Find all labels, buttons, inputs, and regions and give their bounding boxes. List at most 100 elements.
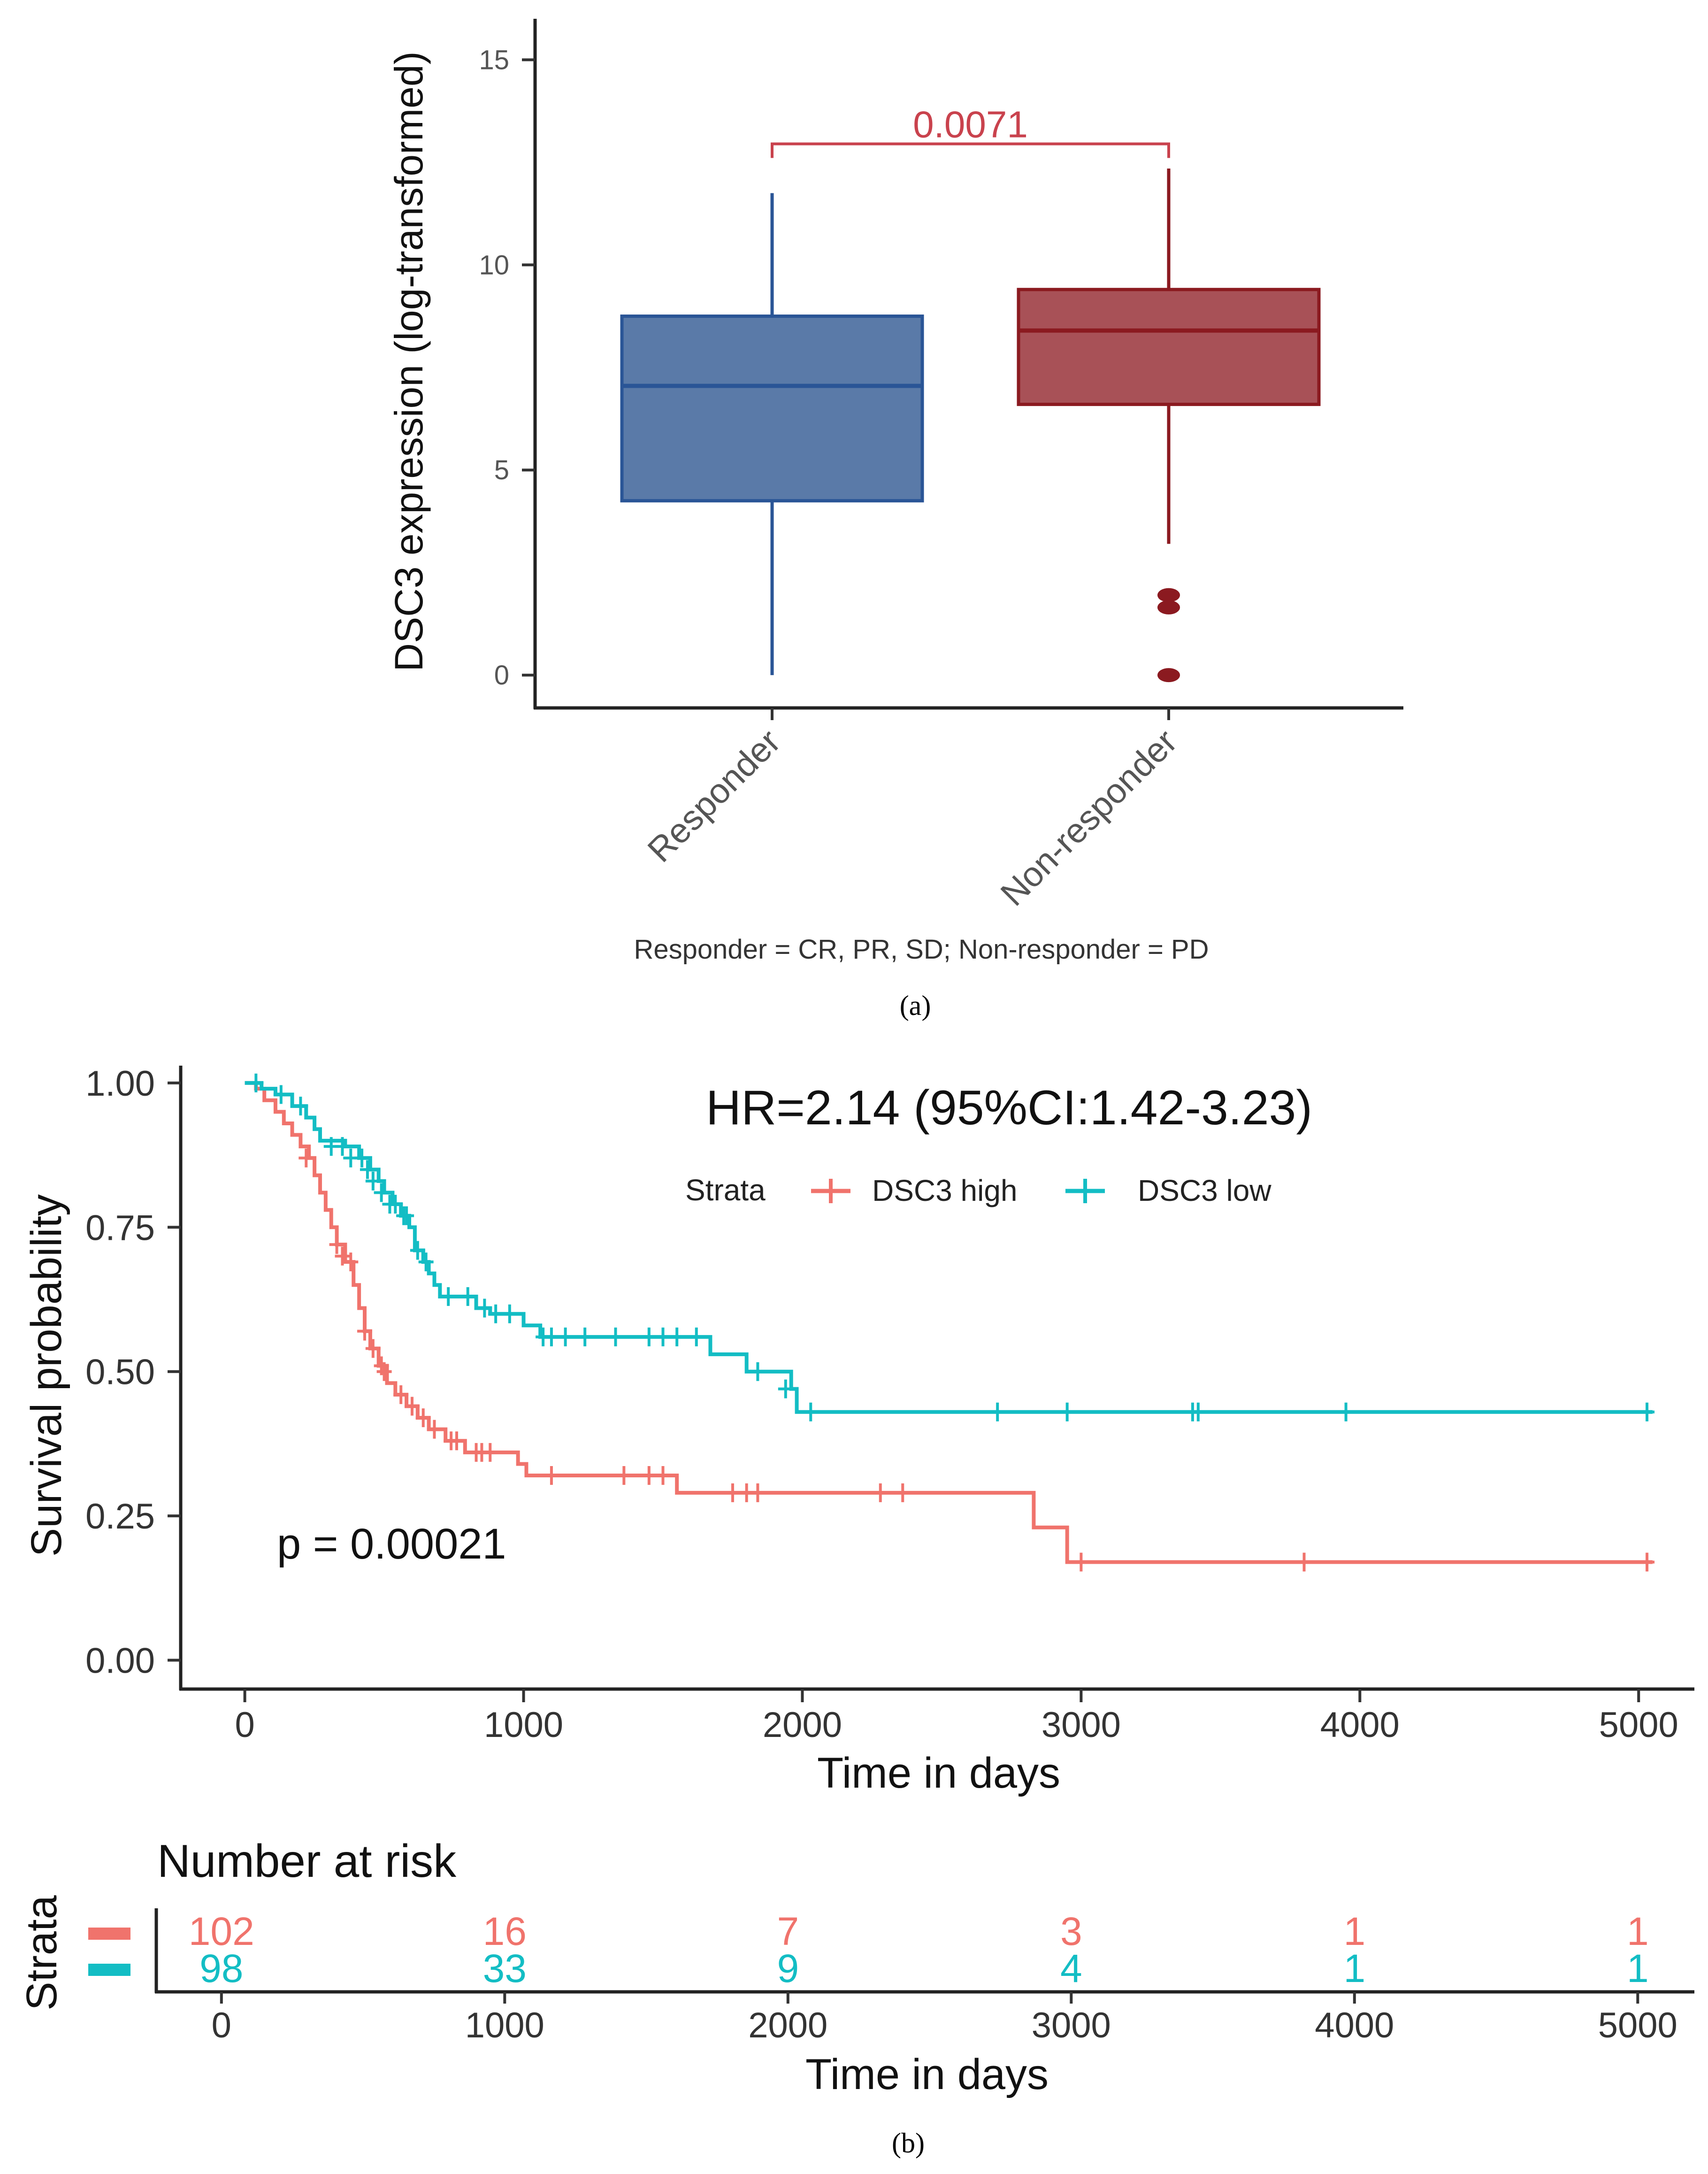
boxplot-x-axis-title: Responder = CR, PR, SD; Non-responder = …	[634, 934, 1209, 965]
km-censor-dsc3-low-22	[544, 1327, 559, 1346]
box-outlier-non-responder-1	[1157, 600, 1180, 615]
km-censor-dsc3-high-27	[1296, 1552, 1312, 1572]
km-pvalue: p = 0.00021	[277, 1520, 506, 1568]
significance-label: 0.0071	[913, 104, 1028, 146]
risk-cell-dsc3-low-0: 98	[199, 1946, 243, 1990]
km-y-tick-label-0-00: 0.00	[85, 1641, 155, 1681]
km-censor-dsc3-low-14	[410, 1241, 425, 1260]
km-censor-dsc3-high-9	[404, 1397, 420, 1416]
km-y-tick-label-1-00: 1.00	[85, 1064, 155, 1104]
km-censor-dsc3-high-23	[750, 1483, 766, 1502]
km-censor-dsc3-low-29	[689, 1327, 704, 1346]
km-censor-dsc3-high-13	[449, 1431, 464, 1451]
km-series-dsc3-low	[245, 1073, 1655, 1421]
km-censor-dsc3-low-30	[750, 1362, 766, 1381]
km-censor-dsc3-high-19	[641, 1466, 657, 1485]
km-censor-dsc3-high-28	[1639, 1552, 1655, 1572]
risk-cell-dsc3-high-3000: 3	[1060, 1909, 1082, 1953]
km-censor-dsc3-low-13	[399, 1206, 414, 1225]
km-censor-dsc3-high-25	[895, 1483, 911, 1502]
legend-title: Strata	[685, 1173, 766, 1207]
km-y-tick-label-0-25: 0.25	[85, 1497, 155, 1536]
km-series-dsc3-high	[245, 1081, 1655, 1572]
risk-x-tick-label-1000: 1000	[465, 2005, 544, 2045]
km-censor-dsc3-low-34	[1059, 1402, 1075, 1421]
km-censor-dsc3-high-1	[329, 1235, 345, 1254]
risk-table-y-axis-title: Strata	[18, 1895, 66, 2010]
km-curve-dsc3-high	[245, 1081, 1653, 1564]
km-censor-dsc3-low-9	[374, 1183, 389, 1202]
km-censor-dsc3-low-33	[990, 1402, 1005, 1421]
km-censor-dsc3-low-15	[418, 1252, 434, 1272]
box-responder	[620, 193, 924, 676]
boxplot-y-tick-label-15: 15	[479, 45, 509, 75]
box-outlier-non-responder-2	[1157, 588, 1180, 602]
km-censor-dsc3-high-2	[335, 1246, 350, 1266]
km-title: HR=2.14 (95%CI:1.42-3.23)	[706, 1081, 1312, 1135]
km-censor-dsc3-high-10	[415, 1408, 431, 1428]
km-x-tick-label-2000: 2000	[763, 1705, 842, 1745]
km-censor-dsc3-low-4	[335, 1137, 350, 1156]
km-censor-dsc3-low-0	[248, 1073, 264, 1092]
risk-cell-dsc3-high-5000: 1	[1627, 1909, 1649, 1953]
risk-key-dsc3-high	[88, 1928, 130, 1940]
km-censor-dsc3-low-19	[488, 1304, 504, 1323]
risk-x-tick-label-0: 0	[212, 2005, 231, 2045]
km-censor-dsc3-low-18	[477, 1298, 492, 1318]
km-censor-dsc3-high-0	[299, 1148, 314, 1168]
km-censor-dsc3-high-8	[393, 1385, 409, 1404]
km-censor-dsc3-low-26	[641, 1327, 657, 1346]
km-y-tick-label-0-50: 0.50	[85, 1352, 155, 1392]
risk-cell-dsc3-low-4000: 1	[1343, 1946, 1365, 1990]
legend-label-dsc3-high: DSC3 high	[872, 1174, 1018, 1207]
km-censor-dsc3-low-38	[1639, 1402, 1655, 1421]
km-censor-dsc3-low-6	[354, 1148, 370, 1168]
km-censor-dsc3-high-3	[343, 1252, 359, 1272]
km-censor-dsc3-low-32	[803, 1402, 819, 1421]
km-censor-dsc3-low-37	[1338, 1402, 1354, 1421]
risk-table-x-axis-title: Time in days	[805, 2051, 1049, 2098]
risk-key-dsc3-low	[88, 1964, 130, 1976]
km-y-tick-label-0-75: 0.75	[85, 1208, 155, 1248]
km-censor-dsc3-low-17	[460, 1287, 475, 1306]
km-x-tick-label-4000: 4000	[1320, 1705, 1400, 1745]
boxplot-y-tick-label-0: 0	[494, 660, 509, 691]
risk-cell-dsc3-low-1000: 33	[483, 1946, 527, 1990]
km-legend: Strata DSC3 high DSC3 low	[685, 1173, 1271, 1207]
risk-cell-dsc3-high-4000: 1	[1343, 1909, 1365, 1953]
box-outlier-non-responder-0	[1157, 668, 1180, 683]
risk-cell-dsc3-high-2000: 7	[777, 1909, 799, 1953]
risk-cell-dsc3-high-1000: 16	[483, 1909, 527, 1953]
boxplot-x-tick-label-responder: Responder	[640, 722, 788, 870]
boxplot-panel: 0 5 10 15 Responder Non-responder 0.0071 DSC…	[387, 19, 1403, 965]
km-censor-dsc3-low-24	[577, 1327, 593, 1346]
boxplot-y-axis-title: DSC3 expression (log-transformed)	[387, 51, 431, 671]
risk-table-panel: Number at risk 102 16 7 3 1 198 33 9 4 1 1 0 1000 20…	[18, 1835, 1694, 2098]
risk-cell-dsc3-low-2000: 9	[777, 1946, 799, 1990]
panel-a-caption: (a)	[900, 990, 931, 1021]
km-censor-dsc3-low-25	[608, 1327, 623, 1346]
km-censor-dsc3-low-31	[778, 1379, 793, 1398]
km-censor-dsc3-low-28	[669, 1327, 685, 1346]
km-censor-dsc3-high-26	[1073, 1552, 1089, 1572]
km-censor-dsc3-high-24	[873, 1483, 888, 1502]
legend-label-dsc3-low: DSC3 low	[1138, 1174, 1271, 1207]
km-censor-dsc3-high-16	[483, 1443, 498, 1462]
km-panel: 0.00 0.25 0.50 0.75 1.00 0 1000 2000 3000 4000 50…	[23, 1064, 1694, 1797]
km-censor-dsc3-high-4	[357, 1321, 372, 1341]
km-censor-dsc3-high-20	[655, 1466, 671, 1485]
km-censor-dsc3-low-11	[388, 1195, 403, 1214]
km-censor-dsc3-low-23	[558, 1327, 573, 1346]
boxplot-x-tick-label-non-responder: Non-responder	[993, 722, 1185, 914]
km-censor-dsc3-low-7	[360, 1160, 375, 1179]
km-censor-dsc3-high-17	[544, 1466, 559, 1485]
km-censor-dsc3-low-36	[1190, 1402, 1206, 1421]
km-x-tick-label-1000: 1000	[484, 1705, 563, 1745]
risk-table-title: Number at risk	[157, 1835, 457, 1887]
significance-bracket	[771, 142, 1170, 158]
km-censor-dsc3-high-18	[616, 1466, 632, 1485]
box-non-responder	[1017, 168, 1321, 683]
km-censor-dsc3-low-27	[655, 1327, 671, 1346]
km-x-tick-label-0: 0	[235, 1705, 254, 1745]
